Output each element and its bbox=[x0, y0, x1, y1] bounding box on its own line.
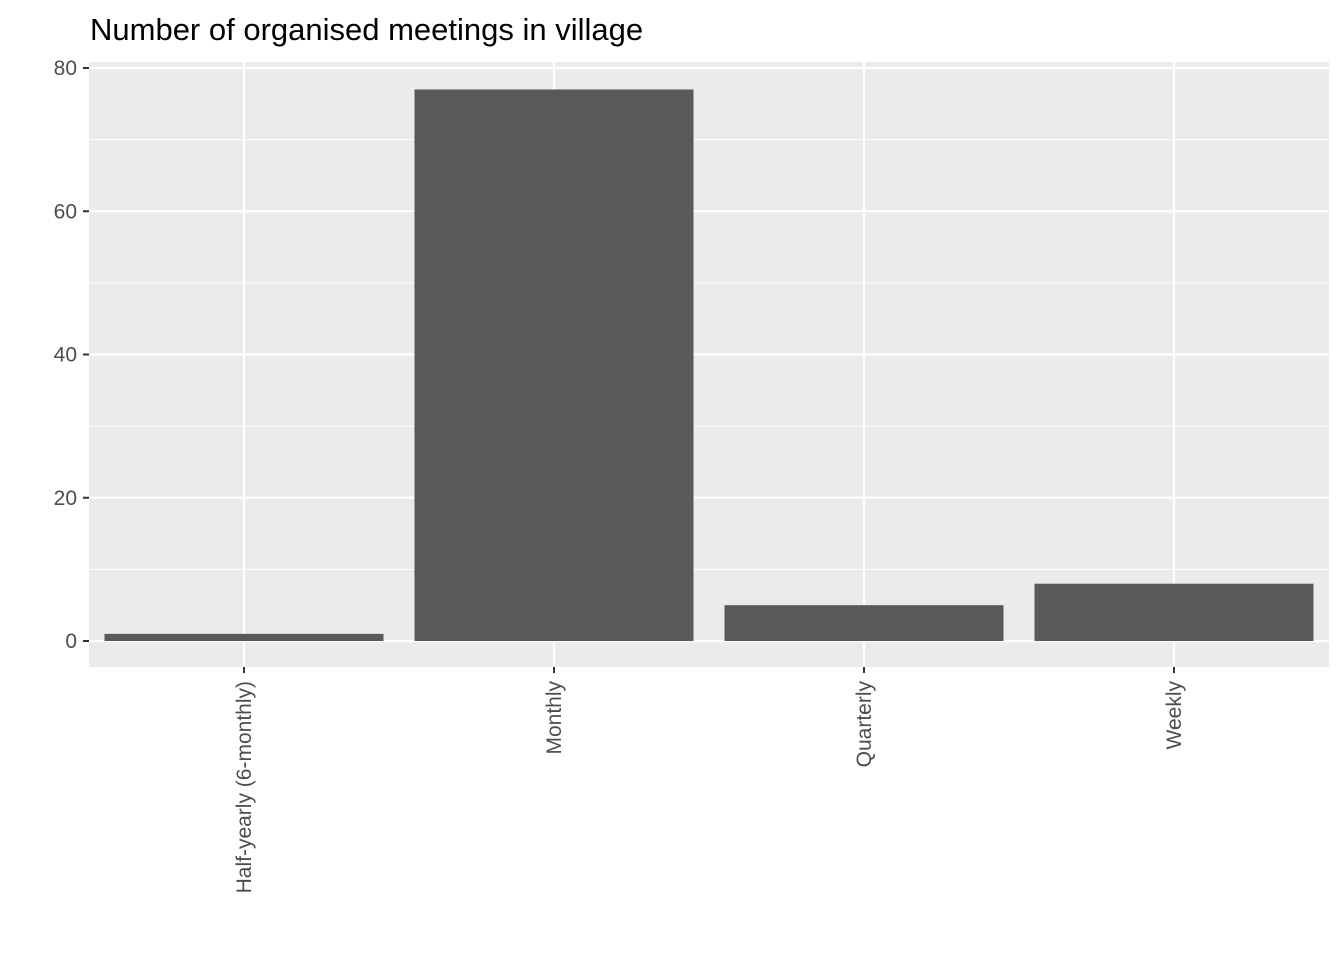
x-tick-label: Quarterly bbox=[853, 681, 876, 768]
bar-2 bbox=[724, 605, 1004, 641]
x-axis: Half-yearly (6-monthly) Monthly Quarterly W… bbox=[233, 667, 1186, 893]
y-tick-label: 60 bbox=[54, 200, 77, 223]
y-axis: 0 20 40 60 80 bbox=[54, 57, 89, 653]
bars bbox=[104, 89, 1314, 642]
chart-title: Number of organised meetings in village bbox=[90, 12, 643, 47]
y-tick-label: 80 bbox=[54, 57, 77, 80]
plot-panel bbox=[89, 62, 1329, 667]
y-tick-label: 0 bbox=[65, 630, 77, 653]
bar-3 bbox=[1034, 583, 1314, 641]
x-tick-label: Half-yearly (6-monthly) bbox=[233, 681, 256, 893]
x-tick-label: Weekly bbox=[1163, 681, 1186, 750]
x-tick-label: Monthly bbox=[543, 681, 566, 755]
bar-1 bbox=[414, 89, 694, 642]
y-tick-label: 40 bbox=[54, 344, 77, 367]
y-tick-label: 20 bbox=[54, 487, 77, 510]
bar-0 bbox=[104, 633, 384, 641]
